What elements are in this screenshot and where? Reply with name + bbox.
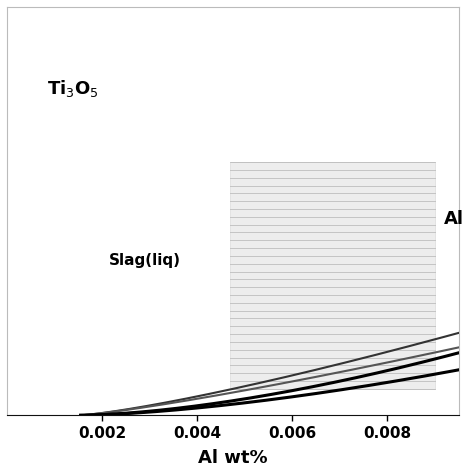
Text: Al: Al	[445, 210, 465, 228]
X-axis label: Al wt%: Al wt%	[198, 449, 268, 467]
Bar	[230, 162, 435, 389]
Text: Ti$_3$O$_5$: Ti$_3$O$_5$	[47, 78, 99, 99]
Text: Slag(liq): Slag(liq)	[109, 253, 181, 268]
